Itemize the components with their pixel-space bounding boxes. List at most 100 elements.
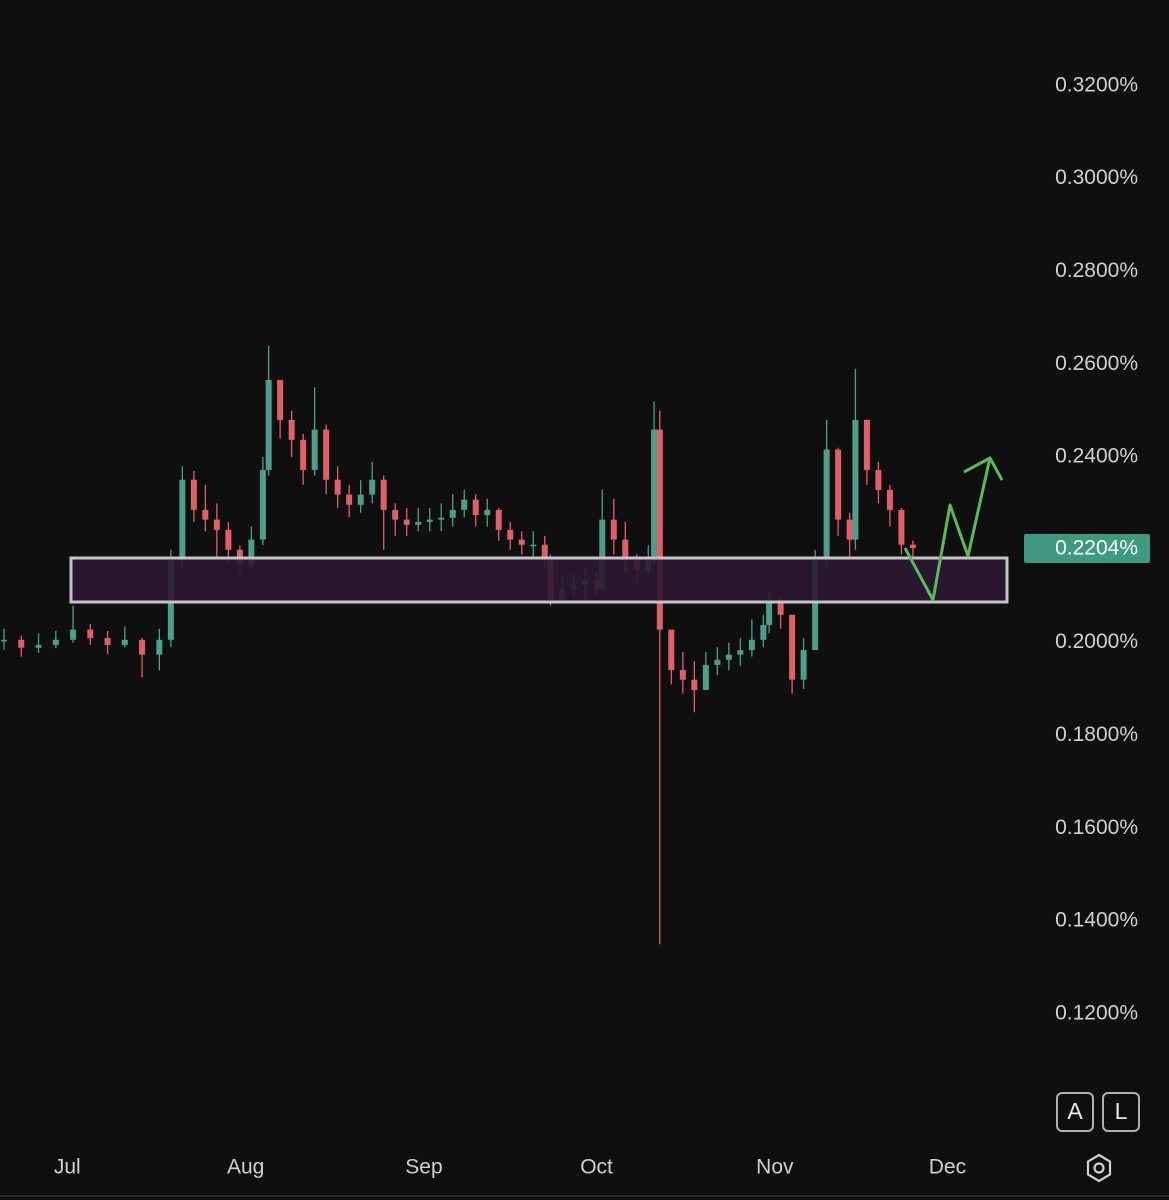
settings-hex[interactable] [1086,1153,1112,1183]
candle-body [52,639,59,645]
candle-body [265,380,272,471]
candle-body [760,624,767,640]
candle-body [909,544,916,548]
candle-body [691,679,698,690]
candle-body [190,479,197,510]
candle-body [18,639,25,648]
candle-body [156,639,163,655]
candle-body [737,650,744,655]
candle-body [875,470,882,490]
candle-body [259,470,266,540]
y-tick-label: 0.3000% [1055,166,1138,189]
candle-body [403,519,410,525]
y-tick-label: 0.2600% [1055,352,1138,375]
y-tick-label: 0.1800% [1055,723,1138,746]
candle-body [846,519,853,540]
candle-body [277,380,284,420]
candle-body [484,509,491,516]
candle-body [789,614,796,680]
candle-body [300,439,307,471]
candle-body [121,639,128,645]
candle-body [863,419,870,471]
y-tick-label: 0.2800% [1055,259,1138,282]
candle-body [800,650,807,680]
candle-body [656,429,663,630]
candle-body [248,539,255,565]
candle-body [202,509,209,520]
candle-body [472,499,479,516]
candle-body [495,509,502,530]
candle-body [311,429,318,471]
x-tick-label: Nov [756,1156,794,1179]
candle-body [323,429,330,480]
candle-body [777,599,784,615]
last-price-label: 0.2204% [1055,537,1138,560]
candle-body [852,419,859,540]
candle-body [35,644,42,648]
settings-dot[interactable] [1093,1162,1105,1174]
candle-body [651,429,658,561]
candle-body [415,521,422,525]
last-price-badge [1024,533,1150,563]
auto-scale-button[interactable] [1056,1092,1094,1132]
candle-body [104,637,111,645]
arrow-head [963,456,1004,481]
candle-body [213,519,220,530]
candle-body [380,479,387,510]
y-tick-label: 0.1200% [1055,1001,1138,1024]
candle-body [714,659,721,665]
candle-body [748,639,755,651]
support-zone [69,556,1009,604]
candle-body [369,479,376,495]
candle-body [541,544,548,561]
settings-icon[interactable] [1086,1153,1112,1183]
x-tick-label: Sep [405,1156,442,1179]
x-tick-label: Jul [54,1156,81,1179]
candle-body [702,664,709,690]
candle-body [225,529,232,550]
candle-body [679,669,686,680]
candle-body [518,539,525,545]
x-tick-label: Dec [929,1156,966,1179]
auto-scale-label[interactable]: A [1067,1098,1083,1124]
candle-body [334,479,341,495]
candle-body [812,560,819,651]
candle-body [392,509,399,520]
candle-body [599,519,606,590]
candle-body [357,494,364,505]
y-tick-label: 0.3200% [1055,73,1138,96]
candle-body [766,599,773,625]
x-tick-label: Aug [227,1156,264,1179]
log-scale-label[interactable]: L [1115,1098,1128,1124]
candle-body [438,517,445,520]
y-tick-label: 0.1400% [1055,909,1138,932]
axes: 0.1200% 0.1400% 0.1600% 0.1800% 0.2000% 0.220… [54,73,1150,1179]
candle-body [622,539,629,561]
y-tick-label: 0.1600% [1055,816,1138,839]
candle-body [449,509,456,518]
candle-body [835,449,842,520]
candle-body [70,629,77,640]
candle-body [139,639,146,655]
candle-body [87,629,94,638]
candle-body [886,489,893,510]
y-tick-label: 0.2000% [1055,630,1138,653]
candle-body [288,419,295,440]
candle-body [610,519,617,540]
candle-body [823,449,830,561]
candle-body [346,494,353,505]
candle-body [507,529,514,540]
candle-body [898,509,905,545]
candle-body [426,519,433,522]
projection-arrow [903,457,992,602]
log-scale-button[interactable] [1102,1092,1140,1132]
candle-body [725,654,732,660]
candle-body [179,479,186,561]
y-tick-label: 0.2400% [1055,445,1138,468]
candle-body [668,629,675,670]
candle-body [530,544,537,547]
x-tick-label: Oct [580,1156,613,1179]
candle-body [1,639,8,642]
